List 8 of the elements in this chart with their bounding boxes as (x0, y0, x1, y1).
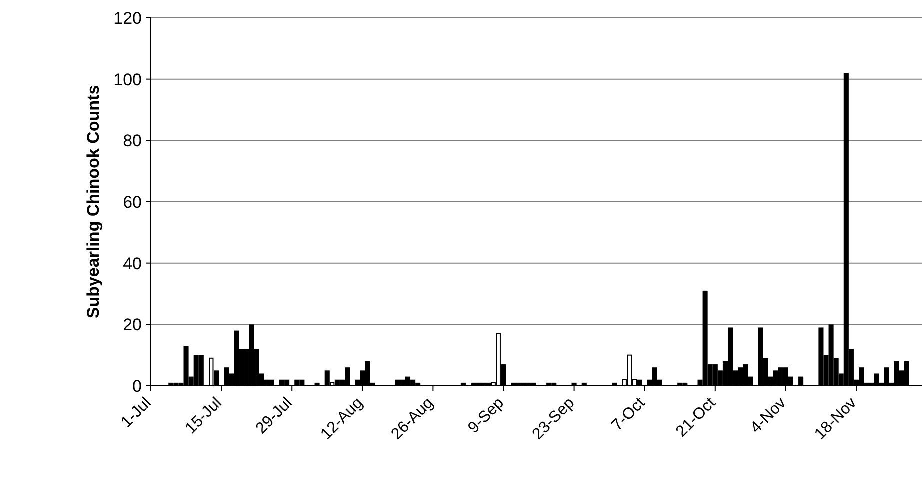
y-tick-label: 100 (114, 70, 142, 90)
y-tick-label: 60 (123, 192, 142, 212)
y-tick-label: 20 (123, 316, 142, 335)
y-tick-label: 0 (132, 376, 142, 396)
y-tick-label: 80 (123, 132, 142, 151)
y-axis-title: Subyearling Chinook Counts (84, 85, 103, 319)
y-tick-label: 120 (114, 8, 142, 28)
y-tick-label: 40 (123, 254, 142, 274)
